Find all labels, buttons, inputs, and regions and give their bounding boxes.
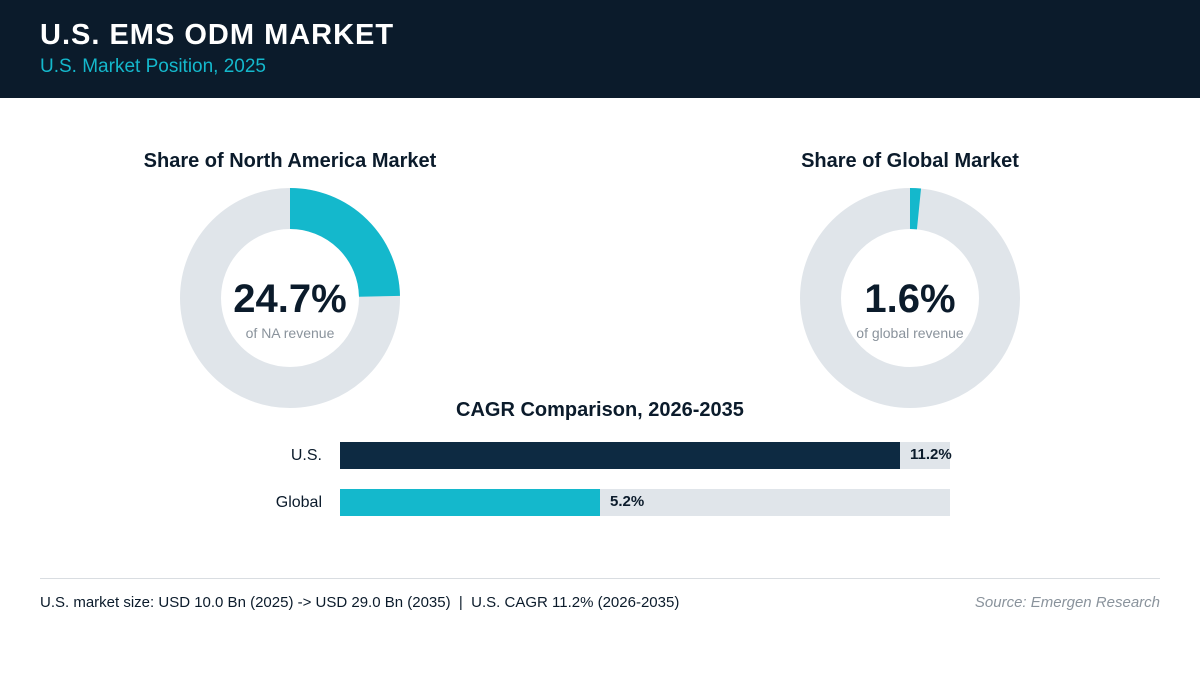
source-credit: Source: Emergen Research [974, 594, 1160, 611]
na-donut-segment [289, 188, 400, 298]
na-donut-title: Share of North America Market [143, 150, 437, 172]
page-subtitle: U.S. Market Position, 2025 [40, 56, 266, 77]
global-share-donut-chart: Share of Global Market 1.6% of global re… [710, 150, 1110, 408]
cagr-bar-us [340, 442, 900, 469]
cagr-bar-value: 11.2% [910, 446, 952, 463]
cagr-bar-label: U.S. [290, 447, 322, 464]
cagr-bar-row-global: Global 5.2% [0, 489, 1200, 517]
na-donut-svg [180, 188, 400, 408]
global-share-caption: of global revenue [856, 325, 964, 341]
na-share-caption: of NA revenue [245, 325, 335, 341]
cagr-bar-value: 5.2% [610, 493, 645, 510]
cagr-bar-global [340, 489, 600, 516]
cagr-bar-track [340, 442, 950, 469]
cagr-bar-label: Global [275, 494, 322, 511]
na-share-donut-chart: Share of North America Market 24.7% of N… [90, 150, 490, 408]
cagr-bar-track [340, 489, 950, 516]
header-banner: U.S. EMS ODM MARKET U.S. Market Position… [0, 0, 1200, 98]
footer-divider [40, 578, 1160, 579]
global-donut-svg [800, 188, 1020, 408]
global-share-value: 1.6% [864, 277, 956, 321]
global-donut-title: Share of Global Market [801, 150, 1019, 172]
cagr-chart-title: CAGR Comparison, 2026-2035 [456, 399, 744, 421]
na-share-value: 24.7% [233, 277, 347, 321]
page-title: U.S. EMS ODM MARKET [40, 19, 395, 51]
cagr-bar-row-us: U.S. 11.2% [0, 442, 1200, 470]
footer-note: U.S. market size: USD 10.0 Bn (2025) -> … [40, 594, 680, 611]
